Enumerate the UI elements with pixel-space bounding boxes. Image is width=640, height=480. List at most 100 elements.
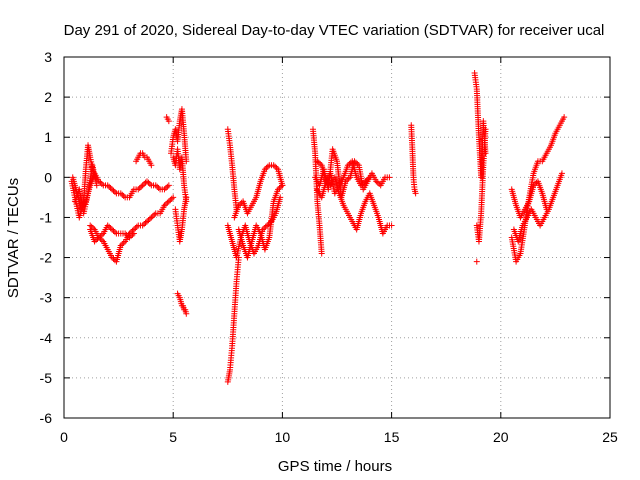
data-point	[151, 211, 158, 218]
data-point	[126, 234, 133, 241]
chart-title: Day 291 of 2020, Sidereal Day-to-day VTE…	[64, 22, 605, 39]
data-point	[120, 193, 127, 200]
data-point	[145, 217, 152, 224]
y-tick-label: 1	[44, 129, 52, 145]
data-point	[261, 225, 268, 232]
data-point	[276, 185, 283, 192]
data-point	[363, 177, 370, 184]
data-point	[139, 222, 146, 229]
data-point	[91, 238, 98, 245]
y-tick-label: -1	[40, 209, 53, 225]
data-point	[149, 213, 156, 220]
data-point	[345, 175, 352, 182]
data-point	[106, 183, 113, 190]
data-point	[143, 218, 150, 225]
data-point	[145, 179, 152, 186]
y-tick-label: 2	[44, 89, 52, 105]
data-point	[235, 202, 242, 209]
data-point	[87, 222, 94, 229]
data-point	[164, 199, 171, 206]
data-point	[139, 182, 146, 189]
data-point	[120, 239, 127, 246]
x-axis-label: GPS time / hours	[278, 458, 392, 475]
data-point	[366, 174, 373, 181]
data-point	[93, 237, 100, 244]
data-point	[141, 221, 148, 228]
data-point	[315, 159, 322, 166]
data-point	[354, 160, 361, 167]
data-point	[132, 225, 139, 232]
data-point	[98, 181, 105, 188]
data-point	[161, 202, 168, 209]
data-point	[165, 118, 172, 125]
data-points	[68, 70, 568, 385]
data-point	[532, 181, 539, 188]
data-point	[344, 162, 351, 169]
data-point	[97, 233, 104, 240]
data-point	[155, 185, 162, 192]
data-point	[146, 215, 153, 222]
data-point	[104, 222, 111, 229]
y-tick-label: 3	[44, 49, 52, 65]
data-point	[167, 197, 174, 204]
data-point	[530, 182, 537, 189]
data-point	[122, 230, 129, 237]
data-point	[93, 182, 100, 189]
data-point	[344, 177, 351, 184]
x-tick-label: 15	[384, 429, 400, 445]
data-point	[109, 254, 116, 261]
data-point	[130, 230, 137, 237]
data-point	[123, 231, 130, 238]
data-point	[388, 222, 395, 229]
data-point	[237, 201, 244, 208]
data-point	[272, 163, 279, 170]
y-axis-label: SDTVAR / TECUs	[5, 178, 22, 298]
x-tick-label: 20	[493, 429, 509, 445]
data-point	[136, 185, 143, 192]
data-point	[279, 182, 286, 189]
data-point	[386, 174, 393, 181]
data-point	[127, 233, 134, 240]
data-point	[98, 237, 105, 244]
data-point	[358, 182, 365, 189]
data-point	[183, 310, 190, 317]
data-point	[362, 178, 369, 185]
y-tick-labels: -6 -5 -4 -3 -2 -1 0 1 2 3	[40, 49, 53, 426]
data-point	[359, 181, 366, 188]
data-point	[270, 162, 277, 169]
data-point	[376, 181, 383, 188]
data-point	[109, 226, 116, 233]
axis-ticks	[63, 56, 611, 419]
data-point	[482, 126, 489, 133]
data-point	[561, 114, 568, 121]
data-point	[119, 191, 126, 198]
data-point	[277, 183, 284, 190]
data-point	[111, 189, 118, 196]
data-point	[168, 195, 175, 202]
data-point	[162, 201, 169, 208]
data-point	[133, 223, 140, 230]
data-point	[152, 182, 159, 189]
data-point	[98, 231, 105, 238]
data-point	[106, 223, 113, 230]
data-point	[143, 178, 150, 185]
y-tick-label: -5	[40, 370, 53, 386]
data-point	[261, 166, 268, 173]
data-point	[473, 258, 480, 265]
data-point	[154, 183, 161, 190]
data-point	[346, 160, 353, 167]
data-point	[95, 234, 102, 241]
data-point	[148, 162, 155, 169]
plot-frame	[63, 56, 611, 419]
data-point	[170, 194, 177, 201]
data-point	[317, 160, 324, 167]
data-point	[117, 242, 124, 249]
data-point	[360, 179, 367, 186]
data-point	[109, 186, 116, 193]
data-point	[138, 183, 145, 190]
data-point	[273, 164, 280, 171]
data-point	[90, 225, 97, 232]
y-tick-label: -3	[40, 290, 53, 306]
data-point	[264, 222, 271, 229]
